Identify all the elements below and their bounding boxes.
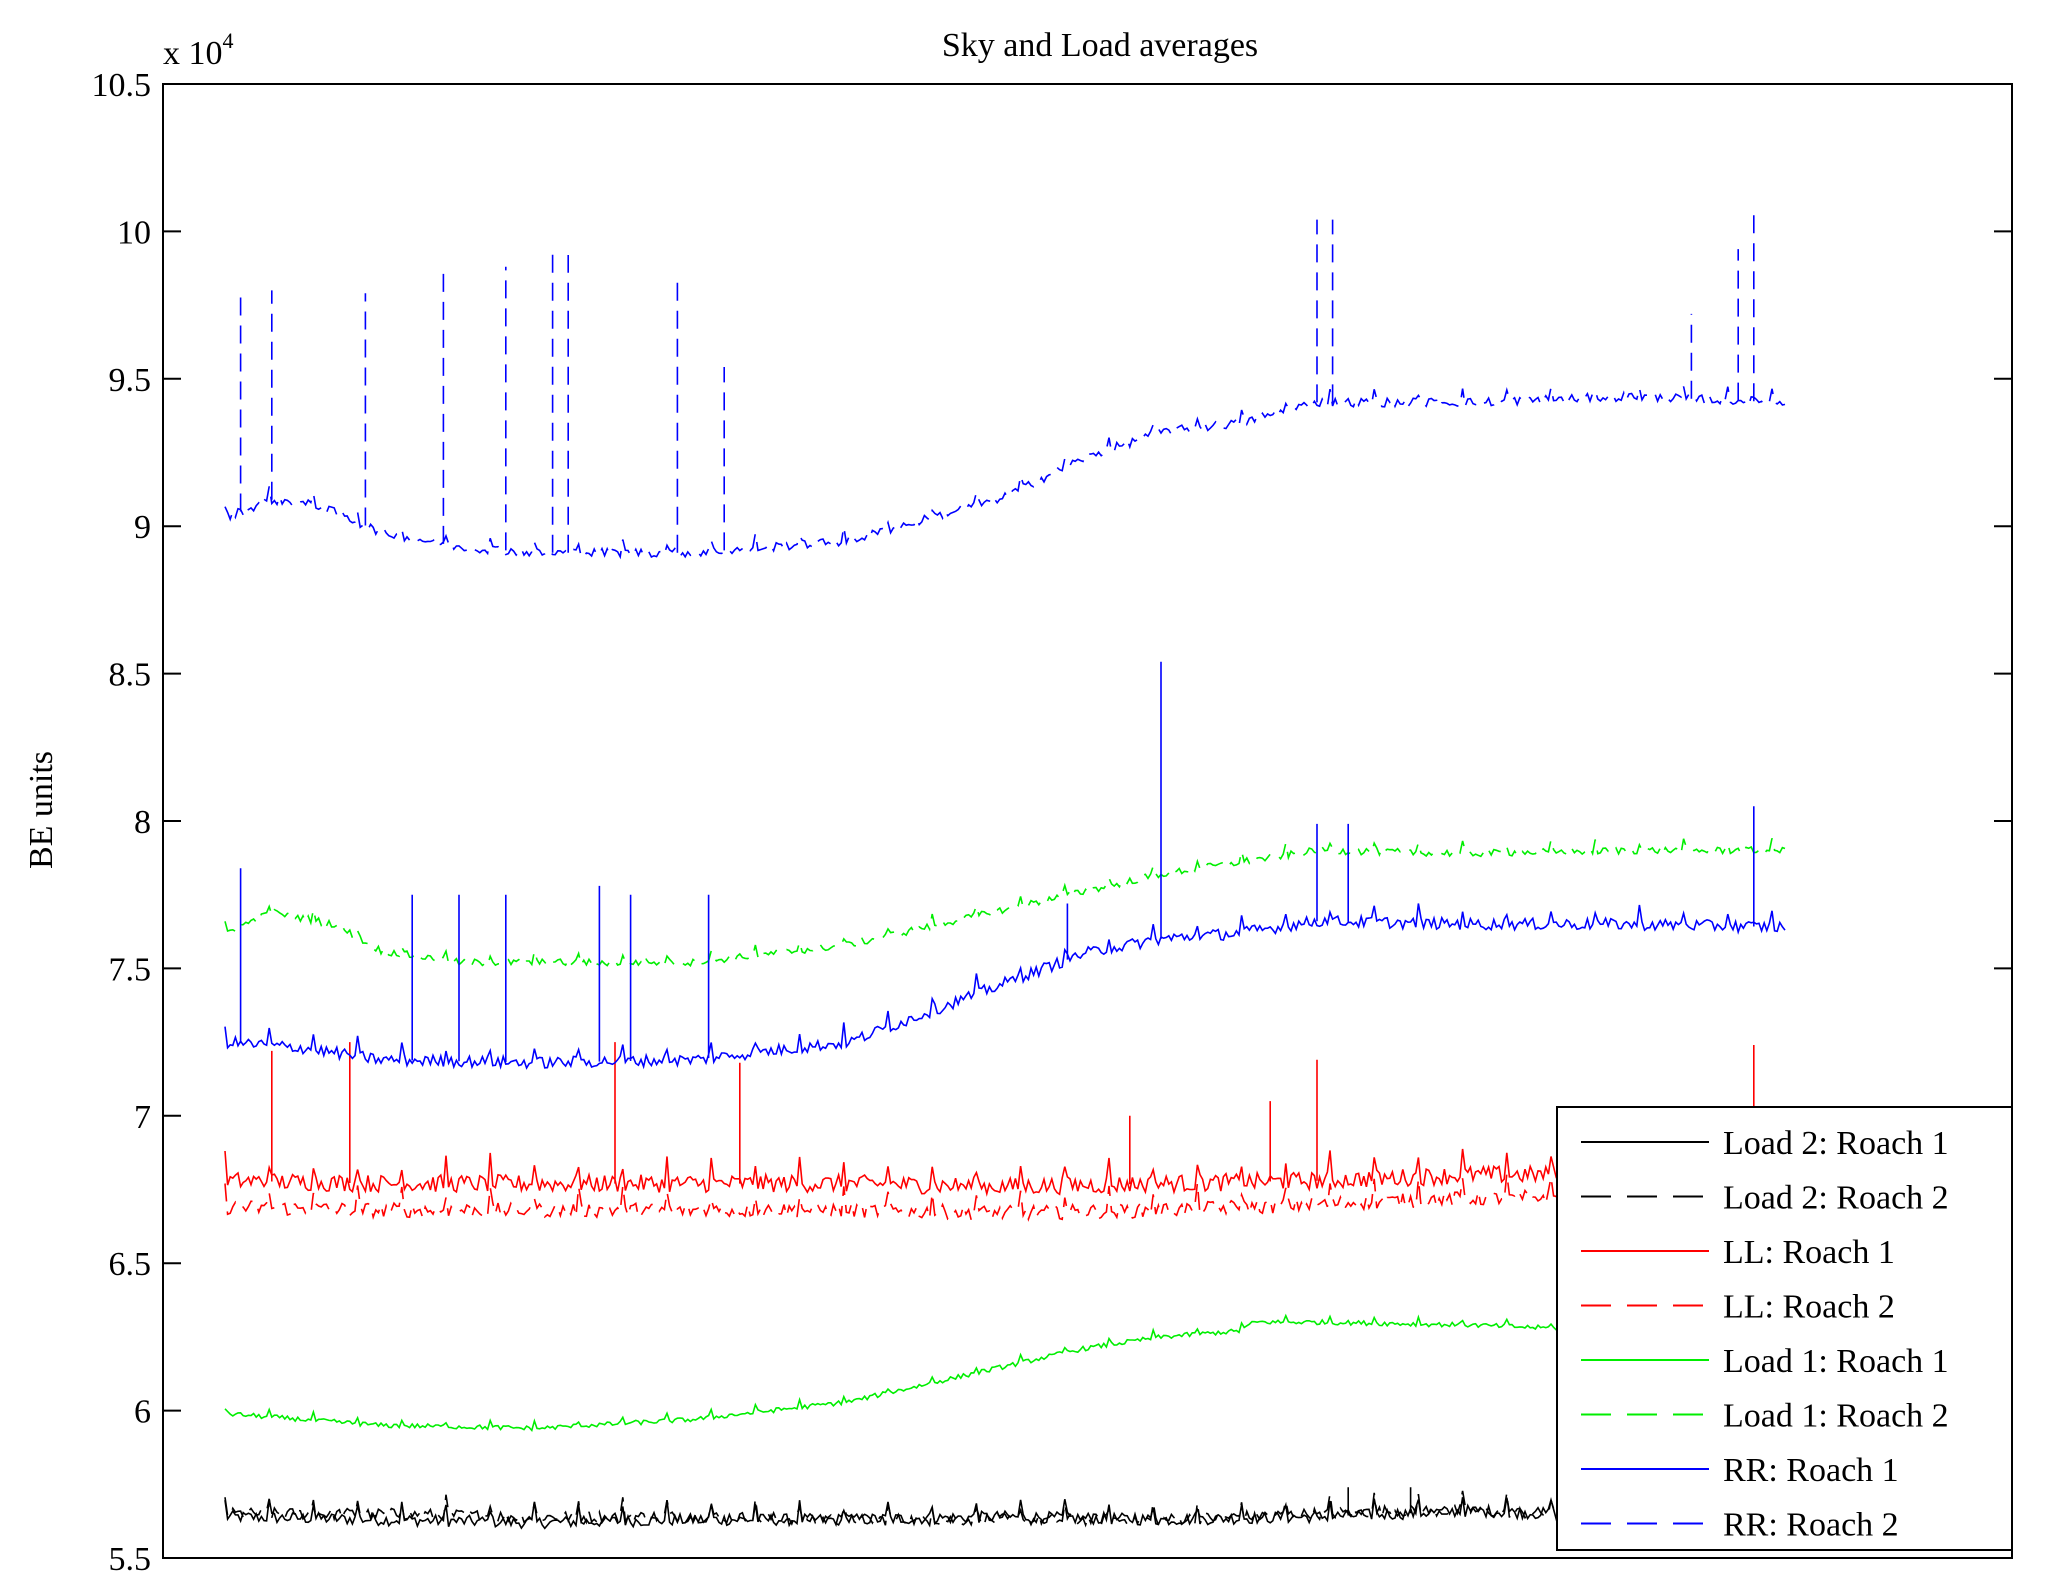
- series-ll-roach-2: [224, 1170, 1786, 1223]
- legend: Load 2: Roach 1 Load 2: Roach 2 LL: Roach …: [1556, 1106, 2013, 1551]
- legend-label: RR: Roach 2: [1723, 1507, 1899, 1544]
- series-line: [224, 1487, 1786, 1530]
- series-load-2-roach-2: [224, 1490, 1786, 1528]
- chart-title: Sky and Load averages: [942, 27, 1258, 64]
- y-tick-label: 5.5: [109, 1541, 152, 1578]
- series-layer: [224, 213, 1786, 1530]
- legend-label: Load 1: Roach 2: [1723, 1398, 1949, 1435]
- series-line: [224, 213, 1786, 560]
- y-tick-label: 8: [134, 804, 151, 841]
- legend-label: Load 2: Roach 1: [1723, 1125, 1949, 1162]
- legend-box: [1556, 1106, 2013, 1551]
- y-tick-label: 7: [134, 1099, 151, 1136]
- y-tick-label: 7.5: [109, 951, 152, 988]
- y-multiplier-exponent: 4: [223, 28, 234, 53]
- y-tick-label: 8.5: [109, 657, 152, 694]
- y-tick-label: 6.5: [109, 1246, 152, 1283]
- series-line: [224, 1313, 1786, 1433]
- series-load-2-roach-1: [224, 1487, 1786, 1530]
- series-rr-roach-2: [224, 213, 1786, 560]
- legend-label: Load 1: Roach 1: [1723, 1343, 1949, 1380]
- legend-label: Load 2: Roach 2: [1723, 1180, 1949, 1217]
- axes-layer: 5.5 6 6.5 7 7.5 8 8.5 9 9.5 10 10.5: [92, 67, 2013, 1578]
- series-line: [224, 838, 1786, 968]
- legend-label: RR: Roach 1: [1723, 1452, 1899, 1489]
- legend-label: LL: Roach 2: [1723, 1289, 1895, 1326]
- y-tick-label: 10.5: [92, 67, 152, 104]
- y-tick-label: 6: [134, 1394, 151, 1431]
- series-line: [224, 1490, 1786, 1528]
- y-multiplier-base: x 10: [163, 35, 223, 72]
- series-line: [224, 661, 1786, 1070]
- series-load-1-roach-2: [224, 838, 1786, 968]
- y-tick-label: 10: [117, 214, 151, 251]
- y-tick-label: 9: [134, 509, 151, 546]
- series-rr-roach-1: [224, 661, 1786, 1070]
- series-line: [224, 1170, 1786, 1223]
- legend-label: LL: Roach 1: [1723, 1234, 1895, 1271]
- y-tick-label: 9.5: [109, 362, 152, 399]
- y-multiplier-label: x 104: [163, 28, 234, 72]
- y-axis-label: BE units: [23, 751, 60, 869]
- series-load-1-roach-1: [224, 1313, 1786, 1433]
